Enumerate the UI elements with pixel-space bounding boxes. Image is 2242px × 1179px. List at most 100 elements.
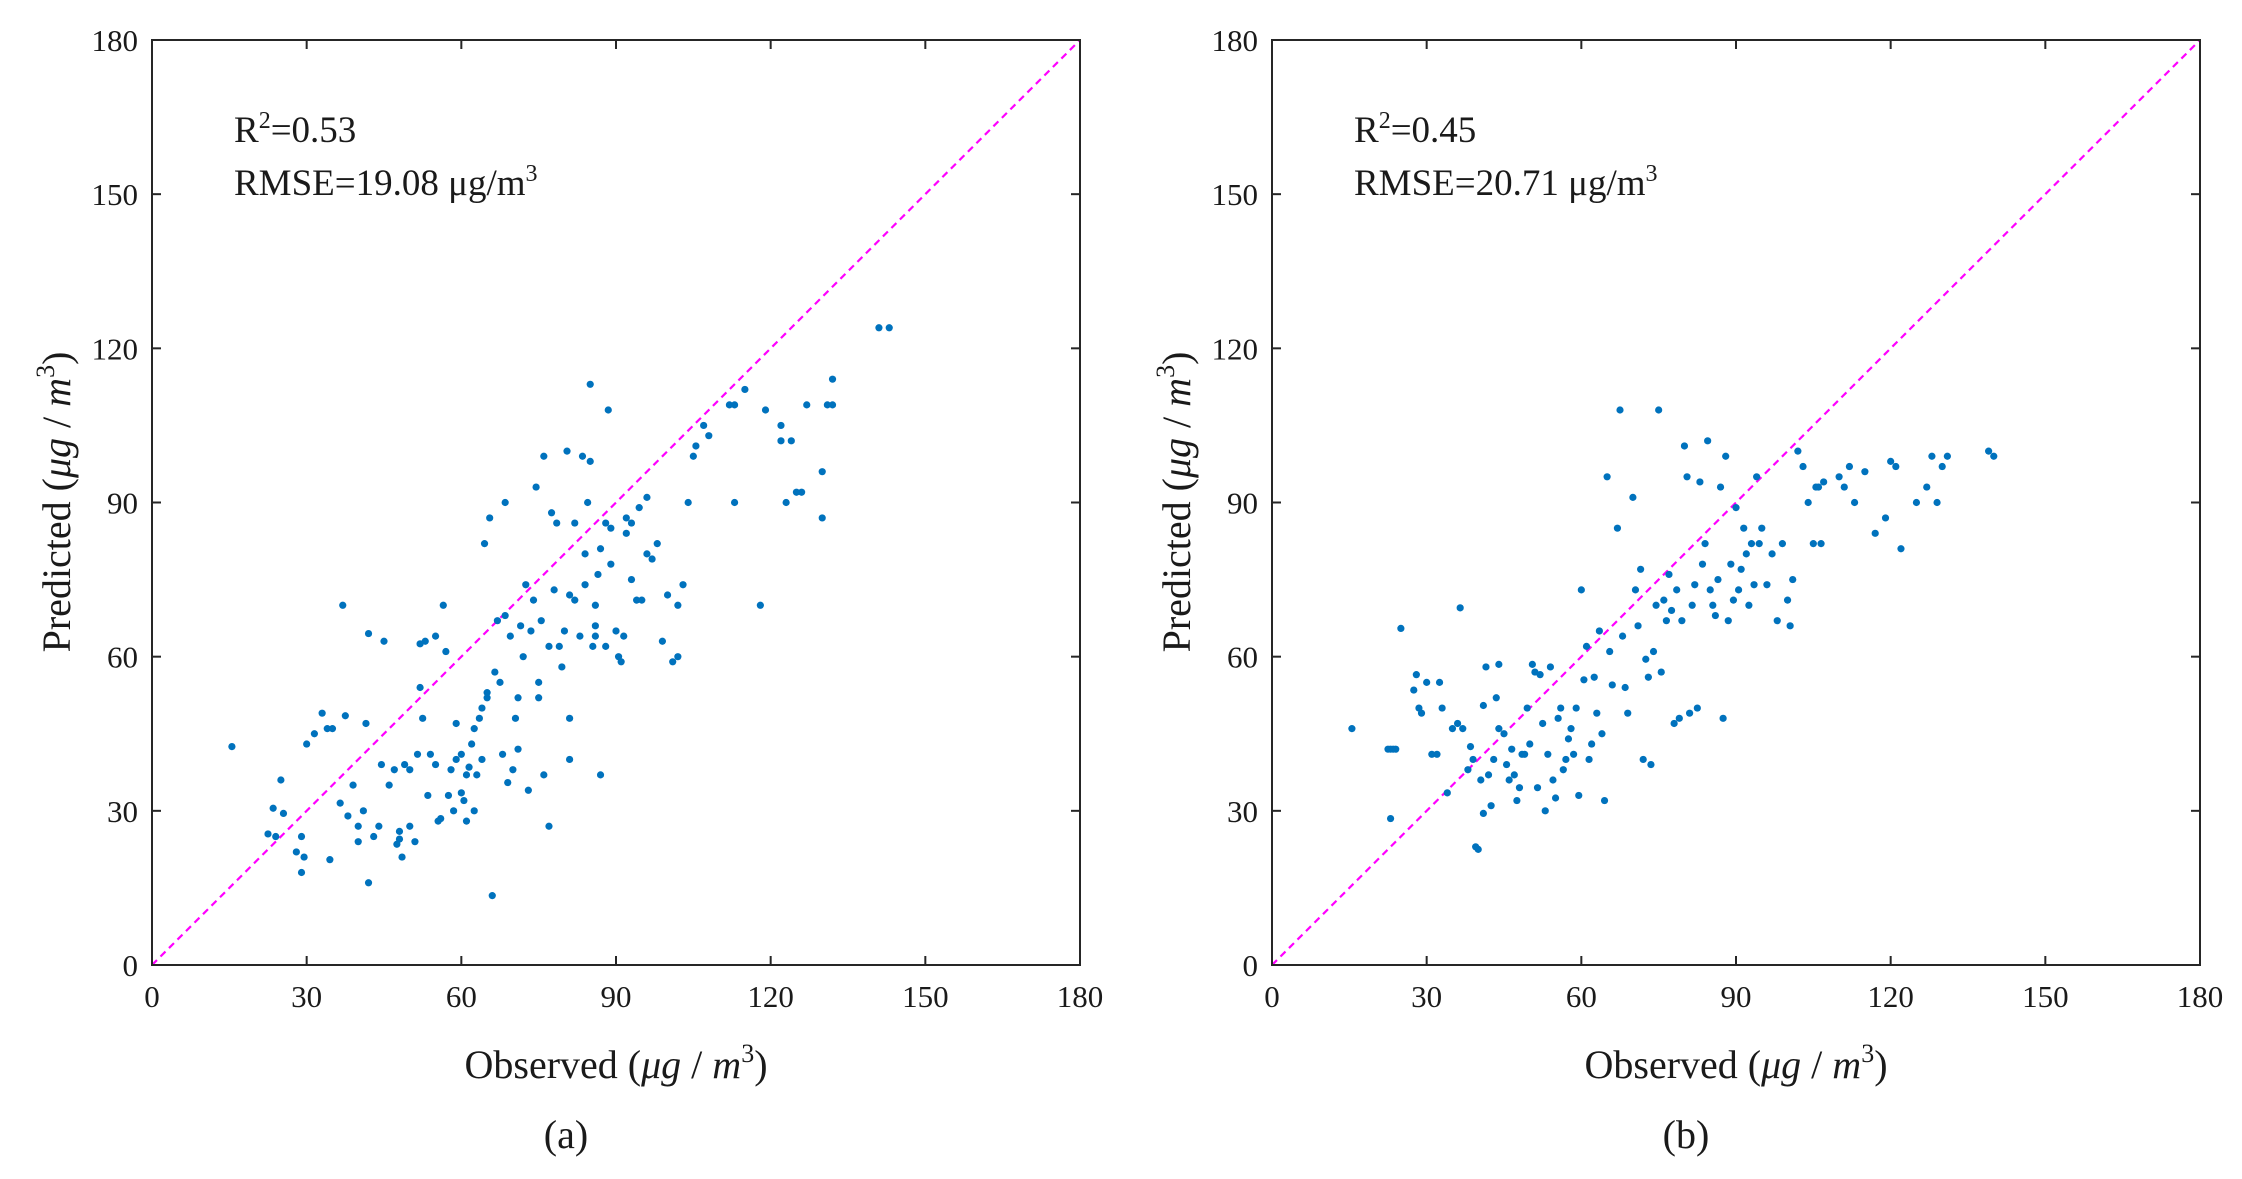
panel-b-scatter-point [1500,730,1508,738]
panel-b-scatter-point [1729,596,1738,604]
panel-b-scatter-point [1871,529,1879,537]
panel-b-scatter-point [1985,447,1993,455]
panel-b-scatter-point [1835,473,1843,481]
panel-b-scatter-point [1897,545,1905,553]
panel-b-scatter-point [1549,776,1557,784]
panel-a-scatter-point [803,401,811,409]
panel-a-scatter-point [792,488,801,496]
panel-b-scatter-point [1817,540,1825,548]
panel-b-xtick-label: 0 [1264,979,1280,1014]
panel-b-scatter-point [1665,570,1673,579]
panel-a-scatter-point [643,550,651,558]
panel-b-scatter-point [1655,406,1663,414]
panel-b-scatter-point [1881,514,1890,522]
panel-b-scatter-point [1559,766,1567,774]
panel-a-scatter-point [465,763,473,771]
panel-b-scatter-point [1428,750,1436,758]
panel-b-scatter-point [1570,750,1578,758]
panel-a-scatter-point [576,632,584,640]
panel-b-scatter-point [1820,478,1828,486]
panel-b-scatter-point [1755,540,1763,548]
panel-b-xtick-label: 60 [1566,979,1597,1014]
panel-b-xtick-label: 180 [2177,979,2224,1014]
panel-a-ytick-label: 120 [92,331,139,366]
panel-a-scatter-point [596,771,605,779]
panel-a-scatter-point [506,632,514,640]
panel-b-scatter-point [1642,655,1650,663]
panel-b-scatter-point [1484,771,1493,779]
panel-b-xtick-label: 90 [1721,979,1752,1014]
panel-a-scatter-point [426,750,434,758]
panel-b-scatter-point [1693,704,1701,712]
panel-b-scatter-point [1595,627,1603,635]
panel-b-scatter-point [1438,704,1446,712]
panel-b-xtick-label: 120 [1867,979,1914,1014]
panel-a-scatter-point [777,437,785,445]
panel-a-scatter-point [643,493,651,501]
panel-a-scatter-point [627,575,636,584]
panel-b-ytick-label: 180 [1212,23,1259,58]
panel-a-scatter-point [607,524,615,532]
panel-b: 0 30 60 90 120 150 180 0 30 60 90 120 150 180 R2=0.45… [1151,23,2223,1157]
panel-b-scatter-point [1410,686,1418,694]
panel-a-scatter-point [581,581,589,589]
panel-a-scatter-point [390,766,398,774]
panel-b-scatter-point [1701,540,1709,548]
panel-b-scatter-point [1618,632,1627,640]
panel-b-scatter-point [1544,750,1552,758]
panel-b-scatter-point [1433,750,1441,758]
panel-b-scatter-point [1675,714,1683,722]
panel-a-scatter-point [529,596,538,604]
panel-b-scatter-point [1490,755,1498,764]
panel-a-scatter-point [798,488,806,496]
panel-a-scatter-point [517,622,525,630]
panel-b-scatter-point [1840,483,1848,491]
panel-a-scatter-point [684,498,692,507]
panel-b-scatter-point [1515,784,1524,792]
panel-a-scatter-point [468,740,476,748]
panel-b-marks [1271,39,2201,966]
panel-b-scatter-point [1562,755,1570,764]
panel-a-scatter-point [756,601,764,609]
panel-a-scatter-point [787,437,795,445]
panel-b-scatter-point [1443,789,1451,797]
panel-a-scatter-point [622,529,630,537]
panel-b-scatter-point [1386,814,1395,823]
panel-a-scatter-point [596,545,605,553]
panel-a-scatter-point [594,570,602,579]
panel-a-scatter-point [563,447,571,455]
panel-a-scatter-point [326,856,334,864]
panel-a-scatter-point [885,324,893,332]
panel-a-scatter-point [431,760,440,769]
panel-a-scatter-point [264,830,272,838]
panel-a-scatter-point [401,760,409,769]
panel-a-scatter-point [395,835,404,843]
panel-a-scatter-point [540,771,548,779]
panel-a-scatter-point [277,776,285,784]
panel-b-scatter-point [1502,760,1511,769]
panel-a-scatter-point [470,725,478,733]
panel-a-scatter-point [566,755,574,764]
panel-b-scatter-point [1683,473,1691,481]
panel-a-scatter-point [730,401,739,409]
panel-b-scatter-point [1487,802,1495,810]
panel-a-scatter-point [359,807,367,815]
panel-b-scatter-point [1686,709,1694,717]
panel-b-scatter-point [1714,575,1722,584]
panel-a-scatter-point [818,514,826,522]
panel-a-scatter-point [591,632,599,640]
panel-a-scatter-point [620,632,628,640]
panel-b-scatter-point [1546,663,1554,671]
panel-b-scatter-point [1742,550,1750,558]
panel-b-scatter-point [1479,809,1487,818]
panel-a-scatter-point [828,401,837,409]
panel-a-scatter-point [514,694,522,702]
panel-a-r2-annotation: R2=0.53 [234,108,356,151]
panel-a-scatter-point [633,596,641,604]
panel-b-scatter-point [1621,683,1629,692]
panel-b-scatter-point [1590,673,1598,681]
panel-b-scatter-point [1397,624,1405,633]
panel-b-scatter-point [1482,663,1490,671]
panel-b-scatter-point [1479,701,1487,710]
